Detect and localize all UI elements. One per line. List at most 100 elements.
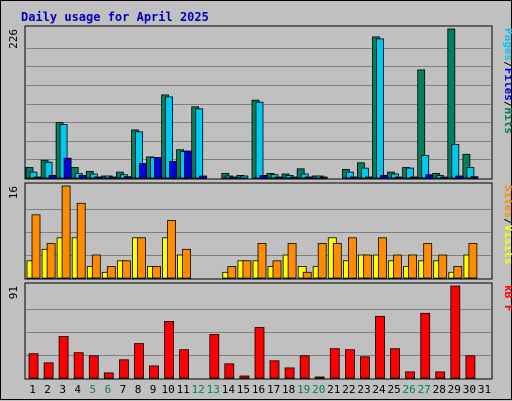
bar-sites [106, 266, 116, 279]
bar-sites [91, 254, 101, 279]
bar-sites [167, 220, 177, 279]
bar-files [165, 96, 174, 179]
bar-sites [362, 254, 372, 279]
bar-pages [364, 176, 373, 179]
bar-files [421, 155, 430, 179]
bar-kb-f [254, 327, 265, 379]
bar-sites [137, 237, 146, 279]
bar-kb-f [209, 334, 220, 379]
bar-kb-f [239, 375, 250, 379]
bar-kb-f [73, 352, 84, 379]
bar-files [451, 143, 460, 179]
bar-files [270, 174, 279, 179]
bar-kb-f [88, 355, 99, 379]
bar-files [240, 175, 249, 179]
bar-pages [425, 174, 434, 179]
chart-title: Daily usage for April 2025 [21, 10, 209, 24]
bar-files [29, 171, 38, 179]
x-tick-label: 28 [433, 383, 446, 396]
bar-kb-f [269, 360, 280, 379]
bar-files [466, 167, 475, 179]
x-tick-label: 24 [372, 383, 386, 396]
bar-pages [108, 176, 117, 179]
bar-kb-f [284, 367, 295, 379]
bar-kb-f [58, 336, 69, 379]
x-tick-label: 7 [120, 383, 127, 396]
x-tick-label: 12 [192, 383, 205, 396]
bar-pages [319, 176, 328, 179]
x-tick-label: 29 [448, 383, 461, 396]
bar-files [391, 173, 399, 179]
bar-pages [78, 174, 87, 179]
y-max-label-hits-files-pages: 226 [7, 29, 20, 49]
bar-kb-f [329, 348, 340, 379]
x-tick-label: 8 [135, 383, 142, 396]
bar-pages [184, 150, 193, 179]
x-tick-label: 30 [463, 383, 476, 396]
bar-sites [453, 266, 463, 279]
bar-sites [152, 266, 161, 279]
bar-kb-f [375, 315, 385, 379]
bar-files [255, 101, 264, 179]
bar-kb-f [465, 355, 476, 379]
bar-sites [227, 266, 237, 279]
bar-pages [33, 176, 42, 179]
x-tick-label: 1 [29, 383, 36, 396]
bar-files [89, 173, 98, 179]
bar-pages [169, 161, 178, 179]
x-tick-label: 27 [418, 383, 431, 396]
bar-files [135, 131, 143, 179]
x-tick-label: 16 [252, 383, 265, 396]
bar-pages [48, 174, 57, 179]
bar-pages [289, 176, 298, 179]
bar-sites [46, 243, 56, 279]
bar-pages [395, 176, 403, 179]
bar-sites [287, 243, 297, 279]
x-tick-label: 25 [387, 383, 400, 396]
bar-pages [455, 175, 464, 179]
x-tick-label: 3 [59, 383, 66, 396]
x-tick-label: 31 [478, 383, 491, 396]
bar-sites [438, 254, 448, 279]
bar-pages [470, 176, 479, 179]
bar-pages [380, 174, 388, 179]
bar-files [345, 171, 354, 179]
bar-kb-f [28, 353, 39, 379]
bar-pages [124, 176, 132, 179]
bar-pages [274, 176, 283, 179]
x-tick-label: 13 [207, 383, 220, 396]
bar-files [195, 108, 204, 179]
bar-sites [332, 243, 342, 279]
bar-kb-f [435, 371, 446, 379]
x-tick-label: 17 [267, 383, 280, 396]
bar-files [300, 173, 309, 179]
bar-files [376, 38, 384, 179]
x-tick-label: 14 [222, 383, 236, 396]
bar-kb-f [43, 362, 54, 379]
x-tick-label: 11 [177, 383, 190, 396]
bar-pages [229, 176, 238, 179]
bar-hits [417, 69, 426, 179]
bar-kb-f [359, 356, 370, 379]
bar-sites [122, 260, 131, 279]
x-tick-label: 4 [74, 383, 81, 396]
bar-kb-f [390, 348, 400, 379]
bar-pages [154, 157, 162, 179]
bar-files [406, 167, 415, 179]
bar-sites [317, 243, 327, 279]
bar-kb-f [299, 355, 310, 379]
bar-kb-f [179, 349, 190, 379]
bar-sites [182, 248, 192, 279]
bar-sites [61, 185, 71, 279]
bar-pages [199, 175, 208, 179]
bar-hits [296, 168, 305, 179]
bar-kb-f [224, 363, 235, 379]
bar-sites [76, 202, 86, 279]
bar-kb-f [344, 349, 355, 379]
bar-kb-f [134, 343, 144, 379]
bar-kb-f [164, 320, 175, 379]
bar-kb-f [119, 359, 129, 379]
bar-sites [31, 214, 41, 279]
bar-sites [393, 254, 402, 279]
